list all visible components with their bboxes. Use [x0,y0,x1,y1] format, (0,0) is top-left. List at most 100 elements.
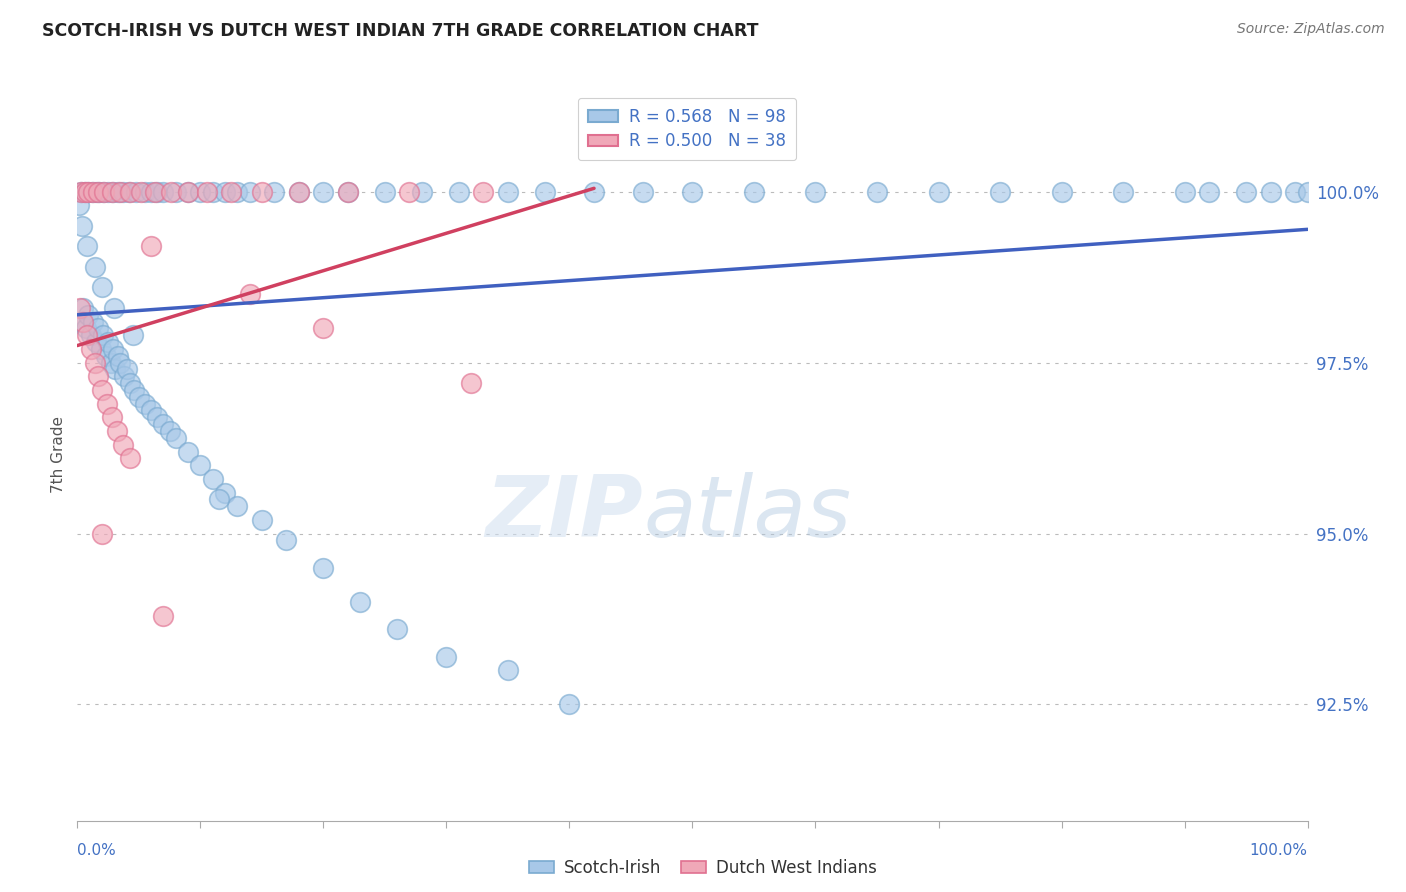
Point [77,308,100,322]
Point [87,321,110,335]
Point [337,185,360,199]
Point [83,260,105,274]
Point [682,185,704,199]
Point [110,356,132,370]
Point [75,321,97,335]
Point [152,417,174,432]
Text: SCOTCH-IRISH VS DUTCH WEST INDIAN 7TH GRADE CORRELATION CHART: SCOTCH-IRISH VS DUTCH WEST INDIAN 7TH GR… [42,22,759,40]
Point [73,185,96,199]
Point [214,485,236,500]
Point [80,328,103,343]
Point [201,472,224,486]
Point [112,369,135,384]
Point [120,451,142,466]
Point [866,185,889,199]
Point [214,185,236,199]
Point [1260,185,1282,199]
Point [398,185,420,199]
Point [120,376,142,391]
Point [1296,185,1319,199]
Point [69,301,91,315]
Text: 0.0%: 0.0% [77,843,117,858]
Point [77,185,100,199]
Point [1234,185,1257,199]
Point [152,608,174,623]
Point [165,185,187,199]
Point [288,185,311,199]
Point [188,458,212,472]
Point [146,185,169,199]
Point [67,198,90,212]
Point [134,185,156,199]
Point [84,185,107,199]
Point [226,185,249,199]
Point [82,185,104,199]
Point [239,287,262,301]
Point [104,362,127,376]
Text: 100.0%: 100.0% [1250,843,1308,858]
Point [250,513,273,527]
Point [141,185,163,199]
Point [121,328,143,343]
Point [1198,185,1220,199]
Point [349,595,371,609]
Point [496,663,519,677]
Point [141,239,163,253]
Point [82,315,104,329]
Point [177,185,200,199]
Point [73,185,96,199]
Legend: R = 0.568   N = 98, R = 0.500   N = 38: R = 0.568 N = 98, R = 0.500 N = 38 [578,97,796,161]
Point [110,185,132,199]
Point [101,185,124,199]
Point [177,444,200,458]
Point [72,301,94,315]
Point [276,533,298,548]
Point [129,185,153,199]
Point [96,397,118,411]
Point [97,335,120,350]
Point [288,185,311,199]
Point [988,185,1011,199]
Point [90,342,112,356]
Point [558,698,581,712]
Point [118,185,141,199]
Point [219,185,242,199]
Point [188,185,212,199]
Point [239,185,262,199]
Point [94,349,117,363]
Point [70,185,93,199]
Point [312,321,335,335]
Point [195,185,218,199]
Point [76,328,98,343]
Point [125,185,148,199]
Point [115,362,138,376]
Point [77,185,100,199]
Point [84,335,107,350]
Point [472,185,495,199]
Point [208,492,231,507]
Point [90,383,114,397]
Point [72,315,94,329]
Point [107,349,129,363]
Point [742,185,765,199]
Text: Source: ZipAtlas.com: Source: ZipAtlas.com [1237,22,1385,37]
Point [1050,185,1073,199]
Point [143,185,166,199]
Point [70,219,93,233]
Point [141,403,163,417]
Point [90,526,114,541]
Point [122,383,145,397]
Point [1284,185,1306,199]
Point [337,185,360,199]
Point [1112,185,1135,199]
Point [90,280,114,294]
Point [93,185,115,199]
Point [385,622,409,636]
Point [111,438,134,452]
Point [1174,185,1197,199]
Point [460,376,482,391]
Text: atlas: atlas [644,472,851,555]
Point [89,185,111,199]
Point [70,315,93,329]
Point [436,649,458,664]
